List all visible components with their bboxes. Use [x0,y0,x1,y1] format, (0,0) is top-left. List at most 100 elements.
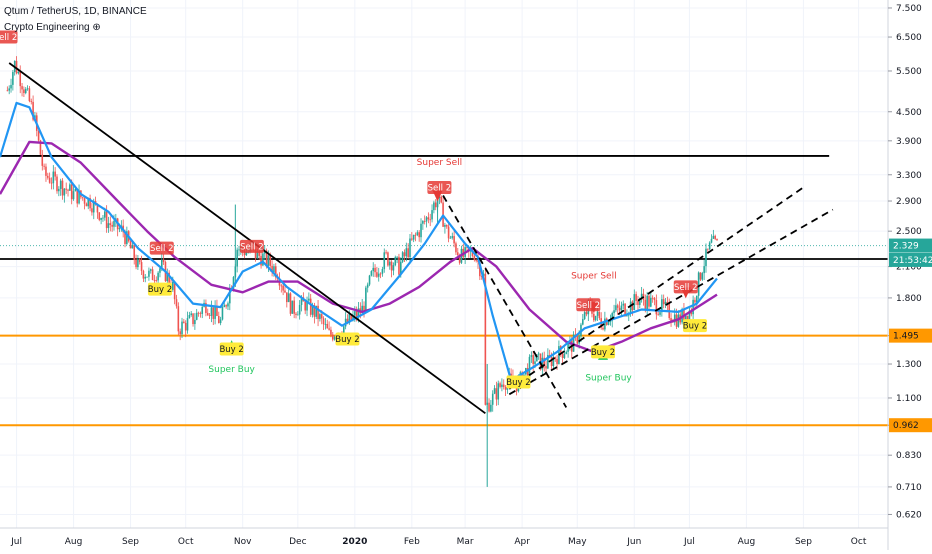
candle-down [593,313,595,321]
candle-down [466,247,468,248]
candle-down [129,241,132,249]
candle-down [225,305,227,307]
candle-down [618,307,621,311]
candle-down [414,234,417,236]
candle-down [554,357,557,359]
buy-signal-label: Buy 2 [506,378,530,388]
candle-down [269,255,272,266]
candle-up [181,321,183,335]
time-axis[interactable]: Jul Aug Sep Oct Nov Dec 2020 Feb Mar Apr May Jun Jul… [0,527,888,547]
candle-down [30,101,33,102]
candle-down [168,272,170,285]
candle-up [172,281,174,290]
trend-line-dashed [442,195,568,408]
candle-up [306,300,308,311]
candle-up [107,223,110,229]
price-tick-label: 7.500 [896,4,922,14]
candle-up [572,334,575,352]
candle-up [661,299,663,313]
price-tick-label: 0.710 [896,483,922,493]
candle-down [502,384,505,387]
candle-down [453,236,455,244]
candle-up [26,88,29,90]
candle-down [282,285,284,291]
candle-up [149,269,152,271]
candle-down [510,373,512,377]
sell-signal-box [427,180,452,194]
candle-up [611,313,614,321]
price-tick-label: 2.500 [896,227,922,237]
candle-up [113,221,115,227]
candle-down [184,322,187,331]
candle-up [609,320,612,322]
candle-down [456,252,459,256]
candle-up [343,326,345,336]
buy-signal-label: Buy 2 [335,335,359,345]
candle-down [192,313,194,325]
candle-down [173,281,176,300]
candle-up [72,191,75,200]
price-badge-label: 21:53:42 [893,256,932,266]
sell-signal-box [149,241,174,255]
candle-down [616,305,619,308]
buy-signal-label: Buy 2 [219,345,243,355]
candle-up [629,301,632,314]
candle-down [657,314,659,316]
candle-up [210,307,213,316]
trend-line-dashed [508,185,806,390]
candle-up [650,297,652,307]
candle-up [640,293,643,299]
sell-signal-label: Sell 2 [0,33,17,43]
candle-up [388,261,391,266]
candle-down [458,255,461,263]
candle-down [407,248,409,258]
price-axis[interactable]: 7.500 6.500 5.500 4.500 3.900 3.300 2.900 2.500… [887,0,932,550]
price-tick-label: 2.900 [896,197,922,207]
candle-down [479,261,481,277]
sell-signal-label: Sell 2 [240,242,263,252]
candle-up [232,277,235,290]
candle-up [223,305,226,308]
candle-down [265,250,268,266]
candle-down [216,306,218,317]
indicator-title[interactable]: Crypto Engineering ⊕ [4,22,101,33]
candle-down [286,292,288,303]
candle-up [267,255,270,266]
candle-down [179,331,181,335]
candle-up [578,336,580,344]
candle-down [243,250,246,256]
candle-down [455,243,457,253]
buy-signal-box [147,282,172,296]
price-badge-label: 2.329 [893,242,919,252]
candle-down [162,259,165,262]
candle-down [445,224,448,227]
candle-up [157,272,159,281]
candle-down [631,301,634,311]
candle-down [499,383,501,387]
candle-up [491,393,494,405]
candle-down [398,256,400,275]
candle-up [256,251,259,259]
buy-signal-box [591,345,616,359]
candle-up [148,270,150,277]
candle-up [422,221,424,224]
candle-down [304,301,306,311]
candle-up [425,217,428,222]
candle-up [219,319,222,324]
candle-down [284,290,286,293]
price-badge [889,252,932,267]
candle-up [357,308,360,318]
candle-down [208,315,211,316]
horizontal-levels [0,155,888,427]
time-tick-label: May [568,537,587,547]
sell-signal-box [239,239,264,253]
candle-down [217,316,220,324]
candle-up [63,188,66,196]
candle-down [350,314,352,321]
price-tick-label: 2.100 [896,263,922,273]
candle-down [124,232,126,244]
buy-signal-box [682,319,707,333]
candle-down [411,238,413,240]
